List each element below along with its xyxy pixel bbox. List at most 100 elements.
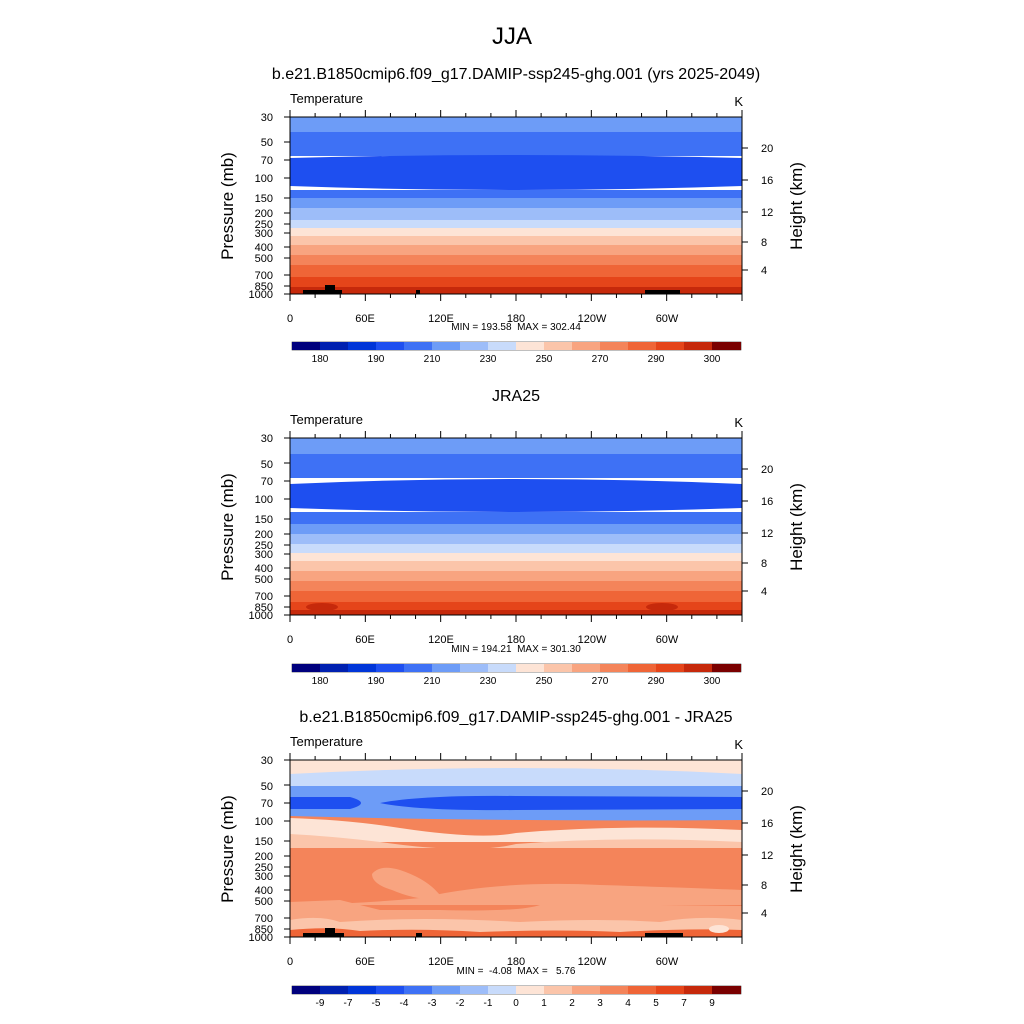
colorbar-cell [320,986,348,994]
height-tick: 8 [761,237,767,249]
panel-1-title: b.e21.B1850cmip6.f09_g17.DAMIP-ssp245-gh… [272,66,760,83]
colorbar-cell [460,664,488,672]
colorbar-cell [712,342,741,350]
colorbar-label: 3 [597,998,603,1009]
band-288 [290,277,742,287]
diff-light-blob [372,867,442,899]
y-tick: 70 [261,798,273,810]
diff-light-tongue [290,883,742,905]
y-tick: 100 [255,816,273,828]
band-180 [290,198,742,208]
colorbar-cell [656,342,684,350]
height-tick: 4 [761,265,767,277]
band-tropopause-cold [290,479,742,512]
band-stratosphere-top [290,438,742,454]
band-235 [290,220,742,228]
colorbar-label: -5 [372,998,381,1009]
panel-1: b.e21.B1850cmip6.f09_g17.DAMIP-ssp245-gh… [218,66,806,365]
colorbar-label: 300 [704,354,721,365]
colorbar-cell [320,342,348,350]
colorbar-cell [572,664,600,672]
x-tick: 180 [507,634,525,646]
colorbar-cell [544,986,572,994]
band-262 [290,571,742,581]
colorbar-label: -3 [428,998,437,1009]
height-tick: 4 [761,908,767,920]
colorbar-cell [348,664,376,672]
colorbar-cell [628,664,656,672]
colorbar-cell [656,664,684,672]
topography-asia [416,290,420,294]
colorbar-cell [320,664,348,672]
colorbar-label: 190 [368,354,385,365]
y-tick: 250 [255,862,273,874]
x-tick: 60W [656,956,679,968]
x-tick: 180 [507,313,525,325]
colorbar-cell [516,342,544,350]
topography-andes [645,290,680,294]
colorbar-cell [600,986,628,994]
colorbar-cell [376,342,404,350]
colorbar-cell [488,342,516,350]
height-tick: 12 [761,528,773,540]
colorbar-cell [684,986,712,994]
band-220 [290,534,742,544]
height-tick: 12 [761,207,773,219]
colorbar-label: 230 [480,354,497,365]
colorbar-label: 210 [424,354,441,365]
diff-neutral-band [290,818,742,842]
topography-africa [303,928,344,937]
band-295 [290,610,742,615]
panel-2-title: JRA25 [492,388,540,405]
colorbar-label: 190 [368,676,385,687]
colorbar-label: 250 [536,354,553,365]
colorbar-cell [600,342,628,350]
band-245 [290,553,742,561]
y-tick: 100 [255,494,273,506]
x-tick: 120E [428,634,454,646]
y-tick: 100 [255,173,273,185]
colorbar-label: 250 [536,676,553,687]
colorbar-cell [488,664,516,672]
colorbar-cell [516,986,544,994]
band-235 [290,544,742,553]
colorbar-cell [348,986,376,994]
band-295 [290,287,742,294]
colorbar-label: 270 [592,354,609,365]
figure-title: JJA [492,23,532,50]
x-tick: 120E [428,956,454,968]
colorbar-label: 9 [709,998,715,1009]
colorbar-cell [516,664,544,672]
colorbar-cell [684,664,712,672]
band-280 [290,591,742,602]
colorbar-cell [460,342,488,350]
colorbar-label: 180 [312,354,329,365]
colorbar-cell [712,664,741,672]
band-stratosphere-top [290,117,742,132]
colorbar-label: 290 [648,354,665,365]
y-tick: 850 [255,281,273,293]
y-tick: 150 [255,193,273,205]
y-tick: 250 [255,540,273,552]
band-180 [290,524,742,534]
y-tick: 400 [255,242,273,254]
y-tick: 70 [261,476,273,488]
diff-surface-spot [709,925,729,933]
colorbar-cell [292,664,320,672]
y-tick: 50 [261,459,273,471]
x-tick: 120W [578,313,607,325]
panel-1-height-ticks: 20 16 12 8 4 [761,143,773,277]
x-tick: 60E [355,956,375,968]
colorbar-label: -9 [316,998,325,1009]
colorbar-cell [628,342,656,350]
x-tick: 120W [578,634,607,646]
panel-3: b.e21.B1850cmip6.f09_g17.DAMIP-ssp245-gh… [218,709,806,1009]
height-tick: 4 [761,586,767,598]
panel-3-x-ticks: 0 60E 120E 180 120W 60W [287,956,679,968]
y-tick: 500 [255,253,273,265]
panel-3-colorbar: -9 -7 -5 -4 -3 -2 -1 0 1 2 3 4 5 7 9 [291,985,742,1009]
colorbar-cell [572,986,600,994]
x-tick: 0 [287,634,293,646]
y-tick: 300 [255,871,273,883]
colorbar-labels: -9 -7 -5 -4 -3 -2 -1 0 1 2 3 4 5 7 9 [316,998,716,1009]
